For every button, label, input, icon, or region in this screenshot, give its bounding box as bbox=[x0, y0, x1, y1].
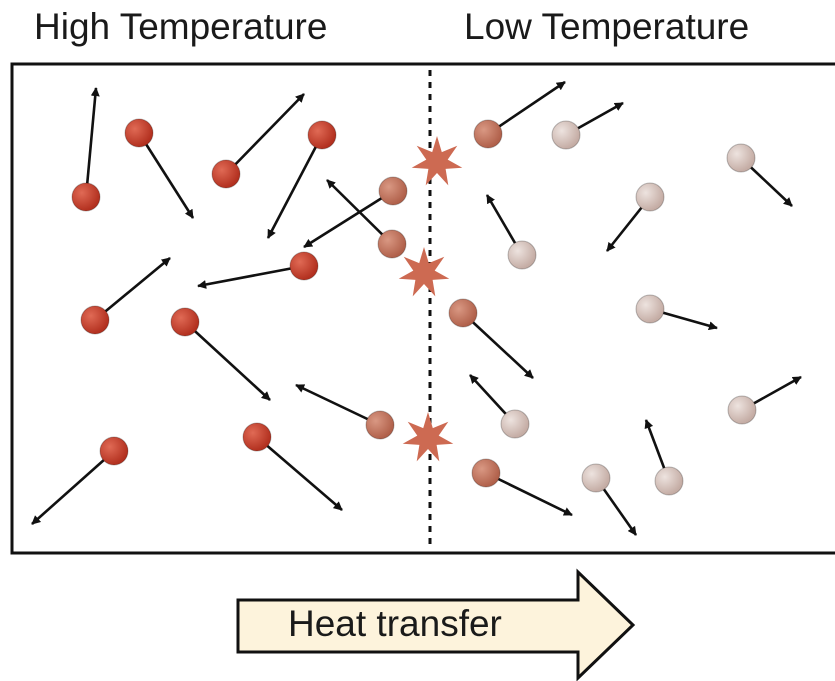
cool-molecule-icon bbox=[551, 120, 581, 150]
warm-molecule-icon bbox=[365, 410, 395, 440]
velocity-arrow-icon bbox=[462, 312, 534, 379]
hot-molecule-icon bbox=[124, 118, 154, 148]
high-temperature-label: High Temperature bbox=[34, 6, 328, 47]
velocity-arrow-icon bbox=[485, 471, 573, 517]
velocity-arrow-icon bbox=[487, 80, 566, 136]
velocity-arrow-icon bbox=[256, 436, 343, 511]
velocity-arrow-icon bbox=[184, 321, 271, 401]
hot-molecule-icon bbox=[99, 436, 129, 466]
hot-molecule-icon bbox=[307, 120, 337, 150]
hot-molecule-icon bbox=[289, 251, 319, 281]
velocity-arrow-icon bbox=[295, 383, 381, 427]
low-temperature-label: Low Temperature bbox=[464, 6, 750, 47]
cool-molecule-icon bbox=[726, 143, 756, 173]
molecules bbox=[71, 118, 757, 496]
velocity-arrow-icon bbox=[197, 264, 305, 289]
hot-molecule-icon bbox=[170, 307, 200, 337]
velocity-arrow-icon bbox=[31, 450, 115, 525]
warm-molecule-icon bbox=[377, 229, 407, 259]
collision-star-icon bbox=[411, 136, 463, 186]
hot-molecule-icon bbox=[71, 182, 101, 212]
cool-molecule-icon bbox=[581, 463, 611, 493]
container-box bbox=[10, 62, 835, 555]
cool-molecule-icon bbox=[507, 240, 537, 270]
velocity-arrow-icon bbox=[84, 87, 100, 198]
heat-transfer-arrow bbox=[236, 568, 636, 681]
velocity-arrow-icon bbox=[303, 189, 394, 249]
warm-molecule-icon bbox=[448, 298, 478, 328]
velocity-arrow-icon bbox=[94, 256, 171, 322]
warm-molecule-icon bbox=[473, 119, 503, 149]
collision-stars bbox=[398, 136, 463, 462]
velocity-arrow-icon bbox=[225, 93, 305, 175]
collision-star-icon bbox=[402, 412, 454, 462]
cool-molecule-icon bbox=[727, 395, 757, 425]
warm-molecule-icon bbox=[471, 458, 501, 488]
hot-molecule-icon bbox=[80, 305, 110, 335]
collision-star-icon bbox=[398, 247, 450, 297]
cool-molecule-icon bbox=[654, 466, 684, 496]
cool-molecule-icon bbox=[635, 182, 665, 212]
velocity-arrow-icon bbox=[266, 134, 324, 239]
cool-molecule-icon bbox=[500, 409, 530, 439]
velocity-arrow-icon bbox=[326, 179, 393, 245]
cool-molecule-icon bbox=[635, 294, 665, 324]
velocity-arrows bbox=[31, 80, 802, 536]
hot-molecule-icon bbox=[211, 159, 241, 189]
velocity-arrow-icon bbox=[137, 132, 195, 219]
warm-molecule-icon bbox=[378, 176, 408, 206]
heat-transfer-label: Heat transfer bbox=[288, 603, 502, 644]
hot-molecule-icon bbox=[242, 422, 272, 452]
